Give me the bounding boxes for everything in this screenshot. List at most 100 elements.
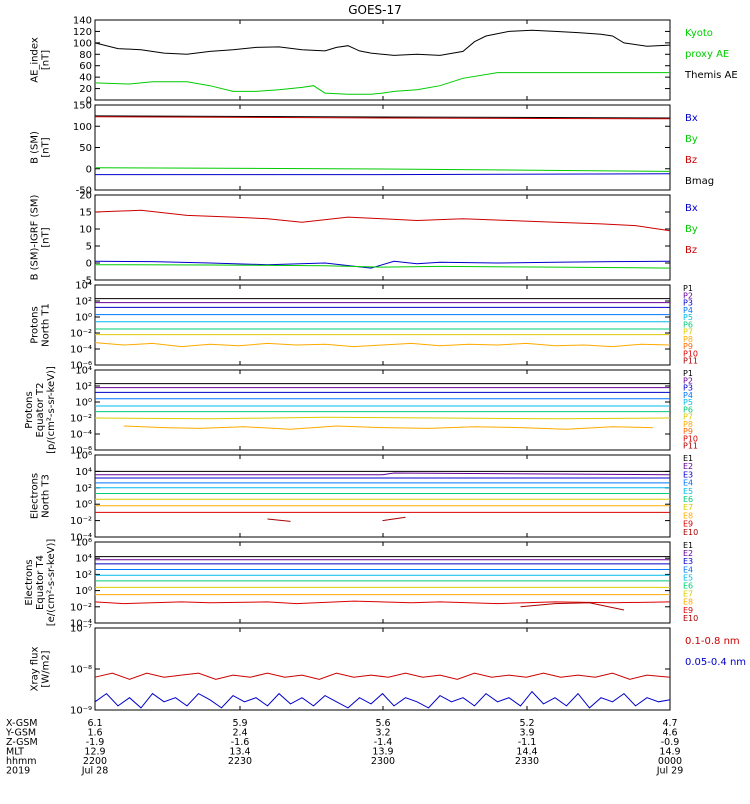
legend-entry: E8 — [683, 598, 693, 607]
series-line — [94, 260, 671, 269]
ephemeris-value: Jul 29 — [656, 766, 684, 777]
y-axis-label-line: B (SM) — [30, 131, 41, 164]
legend-entry: E4 — [683, 565, 693, 574]
y-tick-label: 140 — [73, 16, 92, 27]
y-axis-label-line: Electrons — [30, 473, 41, 519]
legend-entry: Bz — [685, 155, 697, 166]
legend-entry: E8 — [683, 511, 693, 520]
legend-entry: P6 — [683, 320, 693, 329]
ephemeris-value: 3.9 — [519, 728, 534, 739]
ephemeris-value: 14.9 — [659, 747, 680, 758]
y-axis-label-line: North T1 — [41, 303, 52, 347]
ephemeris-value: 2300 — [371, 756, 395, 767]
ephemeris-value: 3.2 — [375, 728, 390, 739]
y-tick-label: 20 — [79, 84, 92, 95]
y-tick-label: 80 — [79, 50, 92, 61]
panel-frame — [94, 627, 671, 711]
y-axis-label-line: AE_index — [30, 37, 41, 83]
ephemeris-value: 5.9 — [232, 718, 247, 729]
y-tick-label: 0 — [86, 96, 92, 107]
y-tick-label: 10 — [79, 225, 92, 236]
legend-entry: P3 — [683, 384, 693, 393]
series-line — [94, 167, 671, 172]
legend-entry: E2 — [683, 462, 693, 471]
series-line — [95, 472, 671, 476]
legend-entry: P5 — [683, 313, 693, 322]
y-axis-label: ProtonsNorth T1 — [30, 303, 52, 347]
ephemeris-value: 14.4 — [516, 747, 537, 758]
legend-entry: proxy AE — [685, 49, 729, 60]
legend-entry: P11 — [683, 442, 698, 451]
legend-entry: P7 — [683, 328, 693, 337]
ephemeris-value: 6.1 — [87, 718, 102, 729]
legend-entry: P11 — [683, 357, 698, 366]
ephemeris-value: 4.7 — [662, 718, 677, 729]
ephemeris-value: -1.1 — [518, 737, 537, 748]
y-axis-label-line: [nT] — [41, 137, 52, 157]
legend-entry: 0.1-0.8 nm — [685, 636, 740, 647]
y-tick-label: 150 — [73, 101, 92, 112]
ephemeris-row-label: Y-GSM — [5, 728, 36, 739]
y-tick-label: 10⁴ — [75, 366, 92, 377]
legend-entry: E1 — [683, 454, 693, 463]
legend-entry: P4 — [683, 391, 693, 400]
legend-entry: E9 — [683, 606, 693, 615]
legend-entry: E1 — [683, 541, 693, 550]
y-tick-label: 10⁰ — [75, 500, 92, 511]
y-axis-label-line: [W/m2] — [41, 650, 52, 687]
panel-3: -5 0 5 10 15 20 B (SM)-IGRF (SM)[nT] Bx By Bz — [30, 191, 698, 287]
legend-entry: By — [685, 134, 698, 145]
legend-entry: P6 — [683, 405, 693, 414]
ephemeris-value: -1.4 — [374, 737, 393, 748]
legend-entry: E7 — [683, 503, 693, 512]
legend-entry: Kyoto — [685, 28, 713, 39]
panel-frame — [94, 541, 671, 624]
legend-entry: P9 — [683, 427, 693, 436]
legend-entry: P7 — [683, 413, 693, 422]
y-tick-label: 0 — [86, 164, 92, 175]
ephemeris-value: 2330 — [515, 756, 539, 767]
y-tick-label: 10⁴ — [75, 554, 92, 565]
ephemeris-value: 1.6 — [87, 728, 102, 739]
legend-entry: E6 — [683, 582, 693, 591]
y-axis-label-line: [nT] — [41, 227, 52, 247]
legend-entry: E2 — [683, 549, 693, 558]
legend-entry: E6 — [683, 495, 693, 504]
y-tick-label: 10⁻² — [70, 329, 92, 340]
series-line — [94, 116, 671, 120]
series-line — [94, 600, 671, 605]
legend-entry: P4 — [683, 306, 693, 315]
y-tick-label: 10⁻⁹ — [70, 706, 92, 717]
y-axis-label: Xray flux[W/m2] — [30, 647, 52, 692]
y-tick-label: -50 — [76, 186, 92, 197]
y-tick-label: 10² — [75, 297, 92, 308]
y-axis-label-line: Xray flux — [30, 647, 41, 692]
y-tick-label: 60 — [79, 61, 92, 72]
legend-entry: Themis AE — [684, 70, 738, 81]
y-axis-label-line: Equator T4 — [35, 555, 46, 610]
y-axis-label-line: Equator T2 — [35, 383, 46, 438]
y-tick-label: 100 — [73, 122, 92, 133]
ephemeris-value: 4.6 — [662, 728, 677, 739]
y-tick-label: 20 — [79, 191, 92, 202]
series-line — [382, 516, 406, 522]
legend-entry: P10 — [683, 349, 698, 358]
legend-entry: P1 — [683, 284, 693, 293]
series-line — [94, 209, 671, 232]
legend-entry: E9 — [683, 520, 693, 529]
y-axis-label: ProtonsEquator T2[p/(cm²-s-sr-keV)] — [24, 366, 57, 454]
panel-2: -50 0 50 100 150 B (SM)[nT] Bx By Bz Bmag — [30, 101, 715, 197]
y-tick-label: 10⁶ — [75, 538, 92, 549]
series-line — [95, 173, 671, 176]
y-tick-label: 10⁰ — [75, 586, 92, 597]
series-line — [520, 602, 625, 611]
ephemeris-value: 2230 — [228, 756, 252, 767]
y-tick-label: 10⁻⁴ — [70, 533, 92, 544]
series-line — [94, 416, 671, 420]
legend-entry: P5 — [683, 398, 693, 407]
legend-entry: E5 — [683, 573, 693, 582]
ephemeris-row-label: X-GSM — [6, 718, 37, 729]
